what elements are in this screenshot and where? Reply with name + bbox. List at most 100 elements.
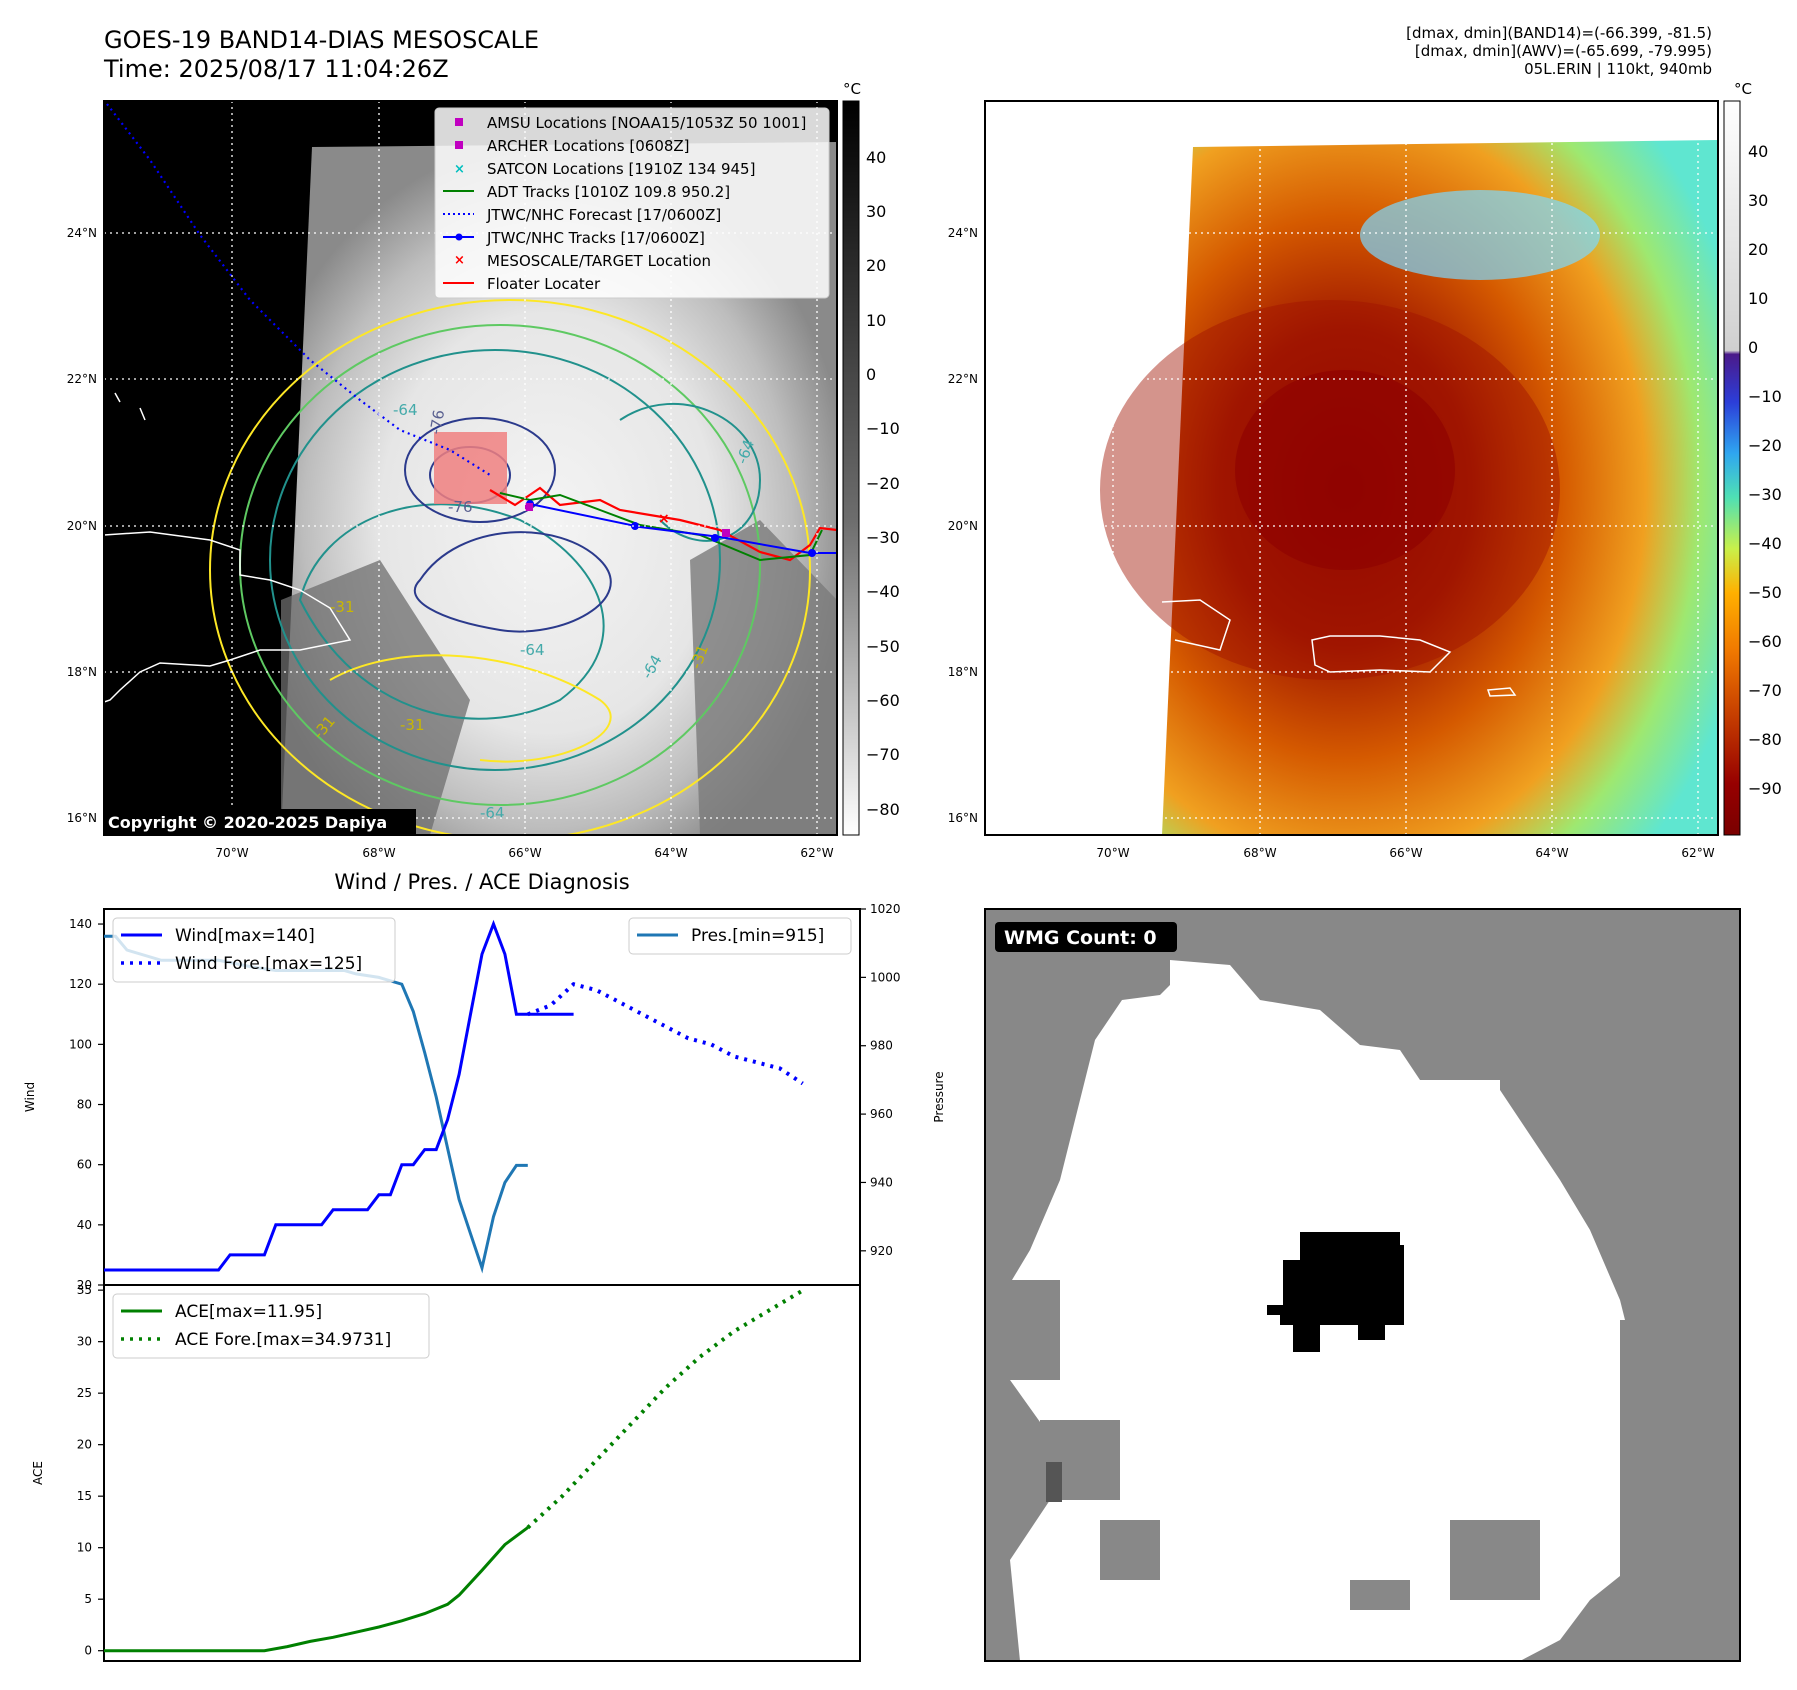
- legend-label: SATCON Locations [1910Z 134 945]: [487, 160, 755, 178]
- wind-tick-label: 100: [69, 1037, 92, 1051]
- pressure-legend-label: Pres.[min=915]: [691, 926, 824, 946]
- wind-tick-label: 80: [77, 1098, 92, 1112]
- colorbar-tick: −60: [866, 691, 900, 710]
- ace-yticks: 0 5 10 15 20 25 30 35: [77, 1283, 104, 1658]
- ace-legend-label: ACE[max=11.95]: [175, 1302, 322, 1322]
- pressure-tick-label: 940: [870, 1175, 893, 1189]
- info-storm: 05L.ERIN | 110kt, 940mb: [1524, 60, 1712, 78]
- contour-teal-inner: [298, 503, 605, 720]
- colorbar-tick: −40: [1748, 534, 1782, 553]
- colorbar-tick: 30: [1748, 191, 1768, 210]
- colorbar-tick: −80: [866, 800, 900, 819]
- title-product: GOES-19 BAND14-DIAS MESOSCALE: [104, 26, 540, 54]
- colorbar-tick: −20: [1748, 436, 1782, 455]
- lat-label: 20°N: [948, 519, 978, 533]
- wind-legend: Wind[max=140] Wind Fore.[max=125]: [112, 917, 396, 983]
- colorbar-tick: 20: [1748, 240, 1768, 259]
- wmg-gray-block: [1450, 1520, 1540, 1600]
- coastline-hispaniola-east: [1161, 599, 1231, 651]
- wmg-eye: [1267, 1232, 1404, 1352]
- copyright-box: [104, 809, 416, 835]
- colorbar-tick: −90: [1748, 779, 1782, 798]
- coastline-islets: [114, 392, 146, 421]
- legend-label: JTWC/NHC Tracks [17/0600Z]: [486, 229, 705, 247]
- lat-label: 16°N: [67, 811, 97, 825]
- colorbar-tick: 10: [866, 311, 886, 330]
- wind-tick-label: 60: [77, 1158, 92, 1172]
- wmg-gray-block: [1620, 1320, 1680, 1661]
- jtwc-track-point: [711, 534, 719, 542]
- map-frame-right: [984, 100, 1719, 836]
- lat-label: 24°N: [948, 226, 978, 240]
- lat-labels-left: 24°N 22°N 20°N 18°N 16°N: [67, 226, 97, 825]
- contour-teal-east: [619, 402, 762, 542]
- legend-label: ADT Tracks [1010Z 109.8 950.2]: [487, 183, 730, 201]
- colorbar-band14: °C 40 30 20 10 0 −10 −20 −30 −40 −50 −60…: [842, 80, 900, 836]
- contour-label: -31: [330, 598, 355, 616]
- pressure-tick-label: 1000: [870, 970, 901, 984]
- x-marker-icon: ×: [454, 253, 465, 268]
- coastlines: [104, 392, 352, 703]
- contour-label: -64: [480, 804, 505, 822]
- wind-forecast-series-line: [527, 981, 804, 1086]
- wind-series-line: [104, 919, 574, 1272]
- info-awv-range: [dmax, dmin](AWV)=(-65.699, -79.995): [1414, 42, 1712, 60]
- lon-label: 64°W: [1535, 846, 1568, 860]
- legend-label: AMSU Locations [NOAA15/1053Z 50 1001]: [487, 114, 806, 132]
- contour-teal: [269, 349, 721, 771]
- ace-axis-label: ACE: [31, 1461, 45, 1485]
- colorbar-tick: −30: [866, 528, 900, 547]
- ace-series-line: [104, 1526, 529, 1653]
- colorbar-tick: 10: [1748, 289, 1768, 308]
- lat-label: 24°N: [67, 226, 97, 240]
- wmg-gray-block: [1000, 1280, 1060, 1380]
- diagnosis-title: Wind / Pres. / ACE Diagnosis: [334, 870, 629, 894]
- awv-map-panel: [985, 101, 1718, 835]
- map-legend: × × AMSU Locations [NOAA15/1053Z 50 1001…: [434, 107, 830, 299]
- wmg-white-block: [1360, 1080, 1500, 1120]
- coastline-puerto-rico: [1311, 635, 1452, 673]
- wmg-count: WMG Count: 0: [1004, 927, 1157, 949]
- map-frame-left: [103, 100, 838, 836]
- legend-box: [434, 107, 830, 299]
- lon-label: 66°W: [508, 846, 541, 860]
- title-time: Time: 2025/08/17 11:04:26Z: [104, 55, 449, 83]
- pressure-legend-box: [628, 917, 852, 955]
- lat-label: 18°N: [948, 665, 978, 679]
- pressure-tick-label: 920: [870, 1244, 893, 1258]
- colorbar-tick: −70: [866, 745, 900, 764]
- lat-label: 16°N: [948, 811, 978, 825]
- wmg-dark-block: [1046, 1462, 1062, 1502]
- colorbar-tick: 40: [866, 148, 886, 167]
- info-band14-range: [dmax, dmin](BAND14)=(-66.399, -81.5): [1406, 24, 1712, 42]
- amsu-marker: [722, 529, 730, 537]
- awv-eye-region: [1235, 370, 1455, 570]
- lat-label: 18°N: [67, 665, 97, 679]
- wmg-gray-inclusions: [1000, 1280, 1680, 1661]
- colorbar-tick: −30: [1748, 485, 1782, 504]
- colorbar-tick: −50: [866, 637, 900, 656]
- colorbar-tick: −60: [1748, 632, 1782, 651]
- wmg-count-box: [995, 922, 1177, 952]
- pressure-tick-label: 960: [870, 1107, 893, 1121]
- copyright-text: Copyright © 2020-2025 Dapiya: [108, 813, 387, 832]
- ace-tick-label: 15: [77, 1489, 92, 1503]
- wind-yticks: 20 40 60 80 100 120 140: [69, 917, 104, 1292]
- wind-pressure-axes: 20 40 60 80 100 120 140 920 940 960 980 1000 1020 W…: [23, 902, 946, 1292]
- legend-label: MESOSCALE/TARGET Location: [487, 252, 711, 270]
- pressure-yticks: 920 940 960 980 1000 1020: [860, 902, 901, 1258]
- lat-label: 20°N: [67, 519, 97, 533]
- map-gridlines: [104, 101, 837, 835]
- ace-forecast-series-line: [526, 1288, 804, 1530]
- wmg-panel: WMG Count: 0: [984, 908, 1741, 1662]
- lon-label: 62°W: [800, 846, 833, 860]
- awv-moist-region: [1360, 190, 1600, 280]
- legend-label: JTWC/NHC Forecast [17/0600Z]: [486, 206, 721, 224]
- contour-yellow-band: [329, 654, 612, 763]
- pressure-tick-label: 1020: [870, 902, 901, 916]
- coastline-hispaniola: [104, 531, 352, 703]
- contour-label: -76: [426, 408, 448, 435]
- ace-fore-legend-label: ACE Fore.[max=34.9731]: [175, 1330, 391, 1350]
- x-marker-icon: ×: [454, 162, 465, 177]
- lon-label: 68°W: [362, 846, 395, 860]
